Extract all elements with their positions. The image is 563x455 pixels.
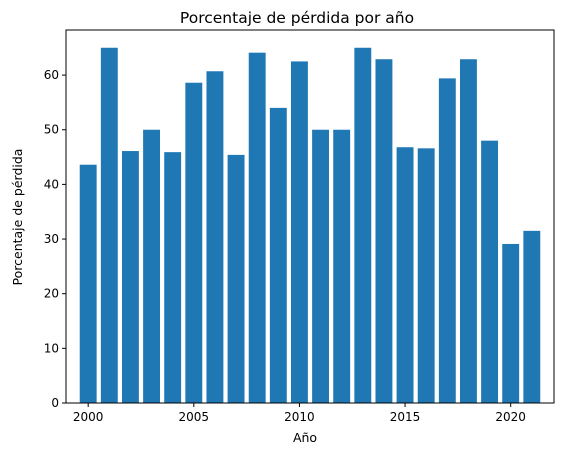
- bar-2008: [248, 52, 266, 404]
- bar-2005: [185, 82, 203, 404]
- y-axis-ticks: 0 10 20 30 40 50 60: [44, 68, 66, 410]
- y-tick-label: 60: [44, 68, 59, 82]
- bar-2018: [459, 59, 477, 404]
- y-tick-label: 50: [44, 123, 59, 137]
- y-tick-label: 20: [44, 287, 59, 301]
- x-tick-label: 2005: [179, 410, 210, 424]
- y-tick-label: 40: [44, 177, 59, 191]
- bar-2001: [100, 47, 118, 403]
- y-tick-label: 10: [44, 341, 59, 355]
- x-axis-label: Año: [293, 430, 317, 445]
- bar-2013: [354, 47, 372, 403]
- y-tick-label: 0: [51, 396, 59, 410]
- bar-2021: [523, 230, 541, 403]
- bar-2006: [206, 71, 224, 403]
- bar-2000: [79, 164, 97, 403]
- bar-2017: [438, 78, 456, 404]
- bar-2016: [417, 148, 435, 403]
- bars-group: [79, 47, 541, 404]
- bar-2004: [164, 152, 182, 403]
- x-tick-label: 2015: [390, 410, 421, 424]
- bar-2007: [227, 154, 245, 403]
- bar-2002: [121, 151, 139, 403]
- bar-2012: [333, 129, 351, 404]
- chart-title: Porcentaje de pérdida por año: [180, 9, 414, 27]
- bar-2014: [375, 59, 393, 404]
- bar-2003: [143, 129, 161, 404]
- bar-2011: [312, 129, 330, 404]
- plot-frame: [65, 29, 555, 404]
- x-tick-label: 2000: [73, 410, 104, 424]
- bar-2009: [269, 107, 287, 403]
- bar-2010: [290, 61, 308, 404]
- x-tick-label: 2020: [495, 410, 526, 424]
- bar-2015: [396, 147, 414, 403]
- y-axis-label: Porcentaje de pérdida: [10, 149, 25, 286]
- bar-2020: [502, 243, 520, 403]
- bar-2019: [481, 140, 499, 404]
- y-tick-label: 30: [44, 232, 59, 246]
- x-tick-label: 2010: [284, 410, 315, 424]
- x-axis-ticks: 2000 2005 2010 2015 2020: [73, 403, 526, 424]
